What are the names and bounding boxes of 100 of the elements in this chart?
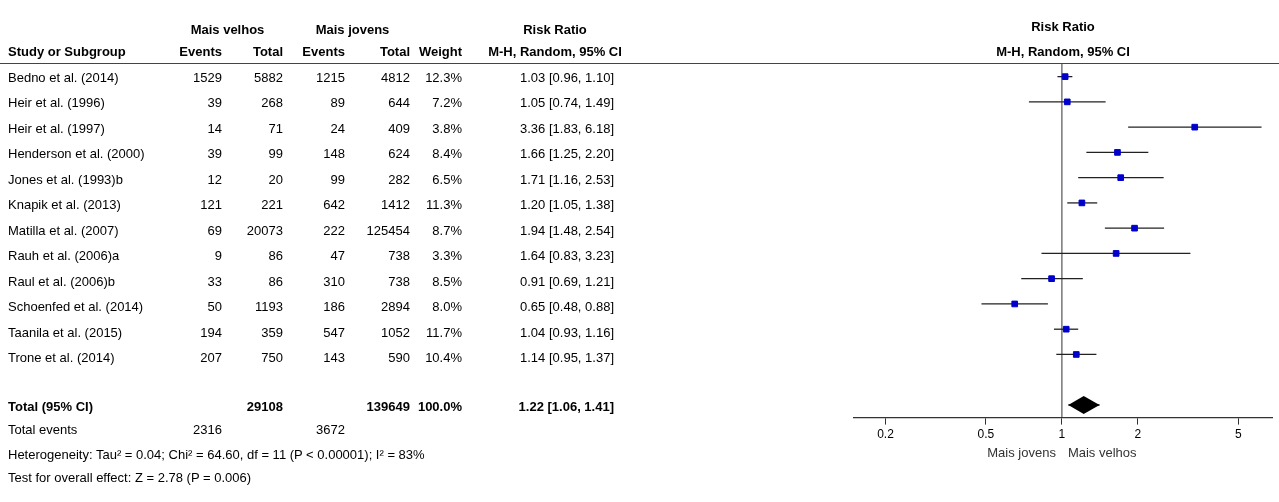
chart-subtitle: M-H, Random, 95% CI (996, 44, 1130, 59)
data-label: 86 (268, 248, 283, 265)
category-label: Rauh et al. (2006)a (8, 248, 120, 265)
chart-title: Risk Ratio (1031, 19, 1095, 34)
category-label: Total events (8, 422, 78, 438)
category-label: Total (95% CI) (8, 399, 93, 415)
category-label: Heir et al. (1996) (8, 95, 105, 112)
data-label: 8.5% (432, 273, 462, 290)
data-label: 69 (207, 222, 222, 239)
data-label: 1193 (255, 299, 283, 316)
text: Mais jovens (987, 444, 1057, 460)
text: Events (179, 44, 222, 60)
text: Heterogeneity: Tau² = 0.04; Chi² = 64.60, df = 11 (P < 0.00001); I² = 83% (8, 447, 425, 463)
data-label: 47 (330, 248, 345, 265)
data-label: 1529 (193, 70, 222, 86)
data-label: 148 (323, 146, 345, 163)
data-label: 33 (207, 273, 222, 290)
data-label: 310 (323, 273, 345, 290)
category-label: Henderson et al. (2000) (8, 146, 145, 163)
text: Total (252, 44, 283, 60)
data-label: 12.3% (425, 70, 462, 86)
data-label: 1412 (381, 197, 410, 214)
text: Test for overall effect: Z = 2.78 (P = 0.006) (8, 470, 252, 486)
data-label: 1.94 [1.48, 2.54] (520, 222, 614, 239)
data-label: 1.05 [0.74, 1.49] (520, 95, 614, 112)
x-tick-label: 5 (1234, 427, 1242, 442)
data-label: 194 (200, 324, 222, 341)
text: Events (302, 44, 345, 60)
data-label: 2316 (193, 422, 222, 438)
x-tick-label: 1 (1058, 427, 1066, 442)
data-label: 0.91 [0.69, 1.21] (520, 273, 614, 290)
category-label: Trone et al. (2014) (8, 349, 115, 366)
data-label: 1.71 [1.16, 2.53] (520, 171, 614, 188)
data-label: 1052 (381, 324, 410, 341)
data-label: 71 (268, 120, 283, 137)
data-label: 143 (323, 349, 345, 366)
data-label: 50 (207, 299, 222, 316)
data-label: 2894 (381, 299, 410, 316)
data-label: 29108 (246, 399, 283, 415)
data-label: 8.4% (432, 146, 462, 163)
category-label: Raul et al. (2006)b (8, 273, 115, 290)
data-label: 100.0% (417, 399, 462, 415)
data-label: 1.22 [1.06, 1.41] (518, 399, 614, 415)
data-label: 0.65 [0.48, 0.88] (520, 299, 614, 316)
data-label: 282 (388, 171, 410, 188)
data-label: 1.66 [1.25, 2.20] (520, 146, 614, 163)
data-label: 14 (207, 120, 222, 137)
data-label: 1215 (316, 70, 345, 86)
text: Study or Subgroup (8, 44, 126, 60)
data-label: 5882 (254, 70, 283, 86)
data-label: 11.3% (426, 197, 462, 214)
data-label: 39 (207, 95, 222, 112)
data-label: 10.4% (425, 349, 462, 366)
data-label: 3.8% (432, 120, 462, 137)
category-label: Jones et al. (1993)b (8, 171, 123, 188)
data-label: 9 (214, 248, 222, 265)
text: Mais velhos (190, 22, 265, 37)
data-label: 1.04 [0.93, 1.16] (520, 324, 614, 341)
data-label: 624 (388, 146, 410, 163)
category-label: Bedno et al. (2014) (8, 70, 119, 86)
category-label: Heir et al. (1997) (8, 120, 105, 137)
data-label: 11.7% (426, 324, 462, 341)
data-label: 221 (261, 197, 283, 214)
data-label: 590 (388, 349, 410, 366)
text: Mais velhos (1067, 444, 1138, 460)
text: Mais jovens (315, 22, 390, 37)
data-label: 8.0% (432, 299, 462, 316)
data-label: 409 (388, 120, 410, 137)
category-label: Matilla et al. (2007) (8, 222, 119, 239)
data-label: 125454 (366, 222, 410, 239)
data-label: 207 (200, 349, 222, 366)
data-label: 121 (200, 197, 222, 214)
data-label: 20 (268, 171, 283, 188)
data-label: 750 (261, 349, 283, 366)
data-label: 89 (330, 95, 345, 112)
data-label: 3.3% (432, 248, 462, 265)
data-label: 8.7% (432, 222, 462, 239)
data-label: 3.36 [1.83, 6.18] (520, 120, 614, 137)
text: Total (379, 44, 410, 60)
data-label: 222 (323, 222, 345, 239)
data-label: 1.14 [0.95, 1.37] (520, 349, 614, 366)
data-label: 547 (323, 324, 345, 341)
data-label: 6.5% (432, 171, 462, 188)
data-label: 20073 (246, 222, 283, 239)
data-label: 644 (388, 95, 410, 112)
data-label: 3672 (316, 422, 345, 438)
category-label: Taanila et al. (2015) (8, 324, 123, 341)
data-label: 738 (388, 248, 410, 265)
text: Risk Ratio (523, 22, 587, 37)
data-label: 4812 (381, 70, 410, 86)
data-label: 99 (330, 171, 345, 188)
data-label: 139649 (366, 399, 410, 415)
data-label: 7.2% (432, 95, 462, 112)
data-label: 1.20 [1.05, 1.38] (520, 197, 614, 214)
data-label: 99 (268, 146, 283, 163)
x-tick-label: 0.5 (977, 427, 995, 442)
data-label: 738 (388, 273, 410, 290)
x-tick-label: 2 (1134, 427, 1142, 442)
data-label: 12 (207, 171, 222, 188)
x-tick-label: 0.2 (877, 427, 895, 442)
